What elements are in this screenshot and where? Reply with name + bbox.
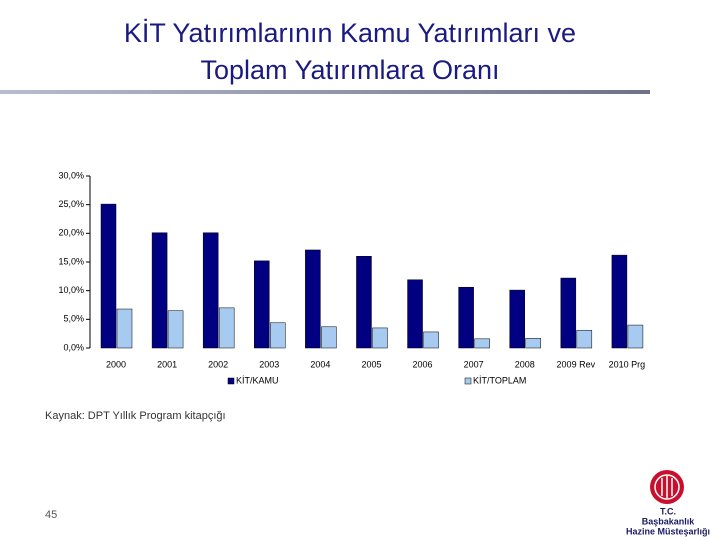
bar xyxy=(509,289,525,349)
logo-text: Hazine Müsteşarlığı xyxy=(626,526,710,536)
title-line: Toplam Yatırımlara Oranı xyxy=(200,55,499,85)
x-tick-label: 2010 Prg xyxy=(609,359,646,369)
bar xyxy=(218,307,235,349)
bar xyxy=(458,286,474,349)
source: Kaynak: DPT Yıllık Program kitapçığı xyxy=(45,410,226,422)
page-number: 45 xyxy=(45,509,57,521)
y-tick-label: 30,0% xyxy=(58,170,84,180)
y-tick-label: 15,0% xyxy=(58,256,84,266)
bar xyxy=(305,249,321,349)
bar xyxy=(151,232,168,349)
bar xyxy=(202,232,219,349)
legend-label: KİT/TOPLAM xyxy=(473,375,526,385)
bar xyxy=(270,322,286,349)
legend-label: KİT/KAMU xyxy=(236,375,279,385)
bar xyxy=(254,260,270,349)
x-tick-label: 2003 xyxy=(259,359,279,369)
logo xyxy=(650,470,684,504)
bar xyxy=(116,308,133,349)
legend-swatch xyxy=(227,377,235,385)
x-tick-label: 2002 xyxy=(208,359,228,369)
x-tick-label: 2004 xyxy=(310,359,330,369)
x-tick-label: 2009 Rev xyxy=(557,359,596,369)
bar xyxy=(576,329,593,349)
y-tick-label: 20,0% xyxy=(58,228,84,238)
logo-text: Başbakanlık xyxy=(642,516,696,526)
bar xyxy=(407,279,423,349)
x-tick-label: 2008 xyxy=(515,359,535,369)
bar xyxy=(611,254,628,349)
y-tick-label: 0,0% xyxy=(63,342,84,352)
bar xyxy=(167,310,184,349)
logo-text: T.C. xyxy=(660,506,676,516)
bar xyxy=(321,326,337,349)
bar xyxy=(560,277,577,349)
title-rule xyxy=(0,90,650,94)
x-tick-label: 2005 xyxy=(361,359,381,369)
bar xyxy=(356,256,372,349)
x-tick-label: 2000 xyxy=(106,359,126,369)
bar xyxy=(372,327,388,349)
bar xyxy=(423,331,439,349)
bar xyxy=(525,338,541,349)
y-tick-label: 10,0% xyxy=(58,285,84,295)
bar xyxy=(627,324,644,349)
title-line: KİT Yatırımlarının Kamu Yatırımları ve xyxy=(124,17,576,48)
y-tick-label: 5,0% xyxy=(63,314,84,324)
x-tick-label: 2006 xyxy=(413,359,433,369)
bar xyxy=(100,203,117,349)
bar xyxy=(474,338,490,349)
legend-swatch xyxy=(464,377,472,385)
x-tick-label: 2001 xyxy=(157,359,177,369)
x-tick-label: 2007 xyxy=(464,359,484,369)
y-tick-label: 25,0% xyxy=(58,199,84,209)
